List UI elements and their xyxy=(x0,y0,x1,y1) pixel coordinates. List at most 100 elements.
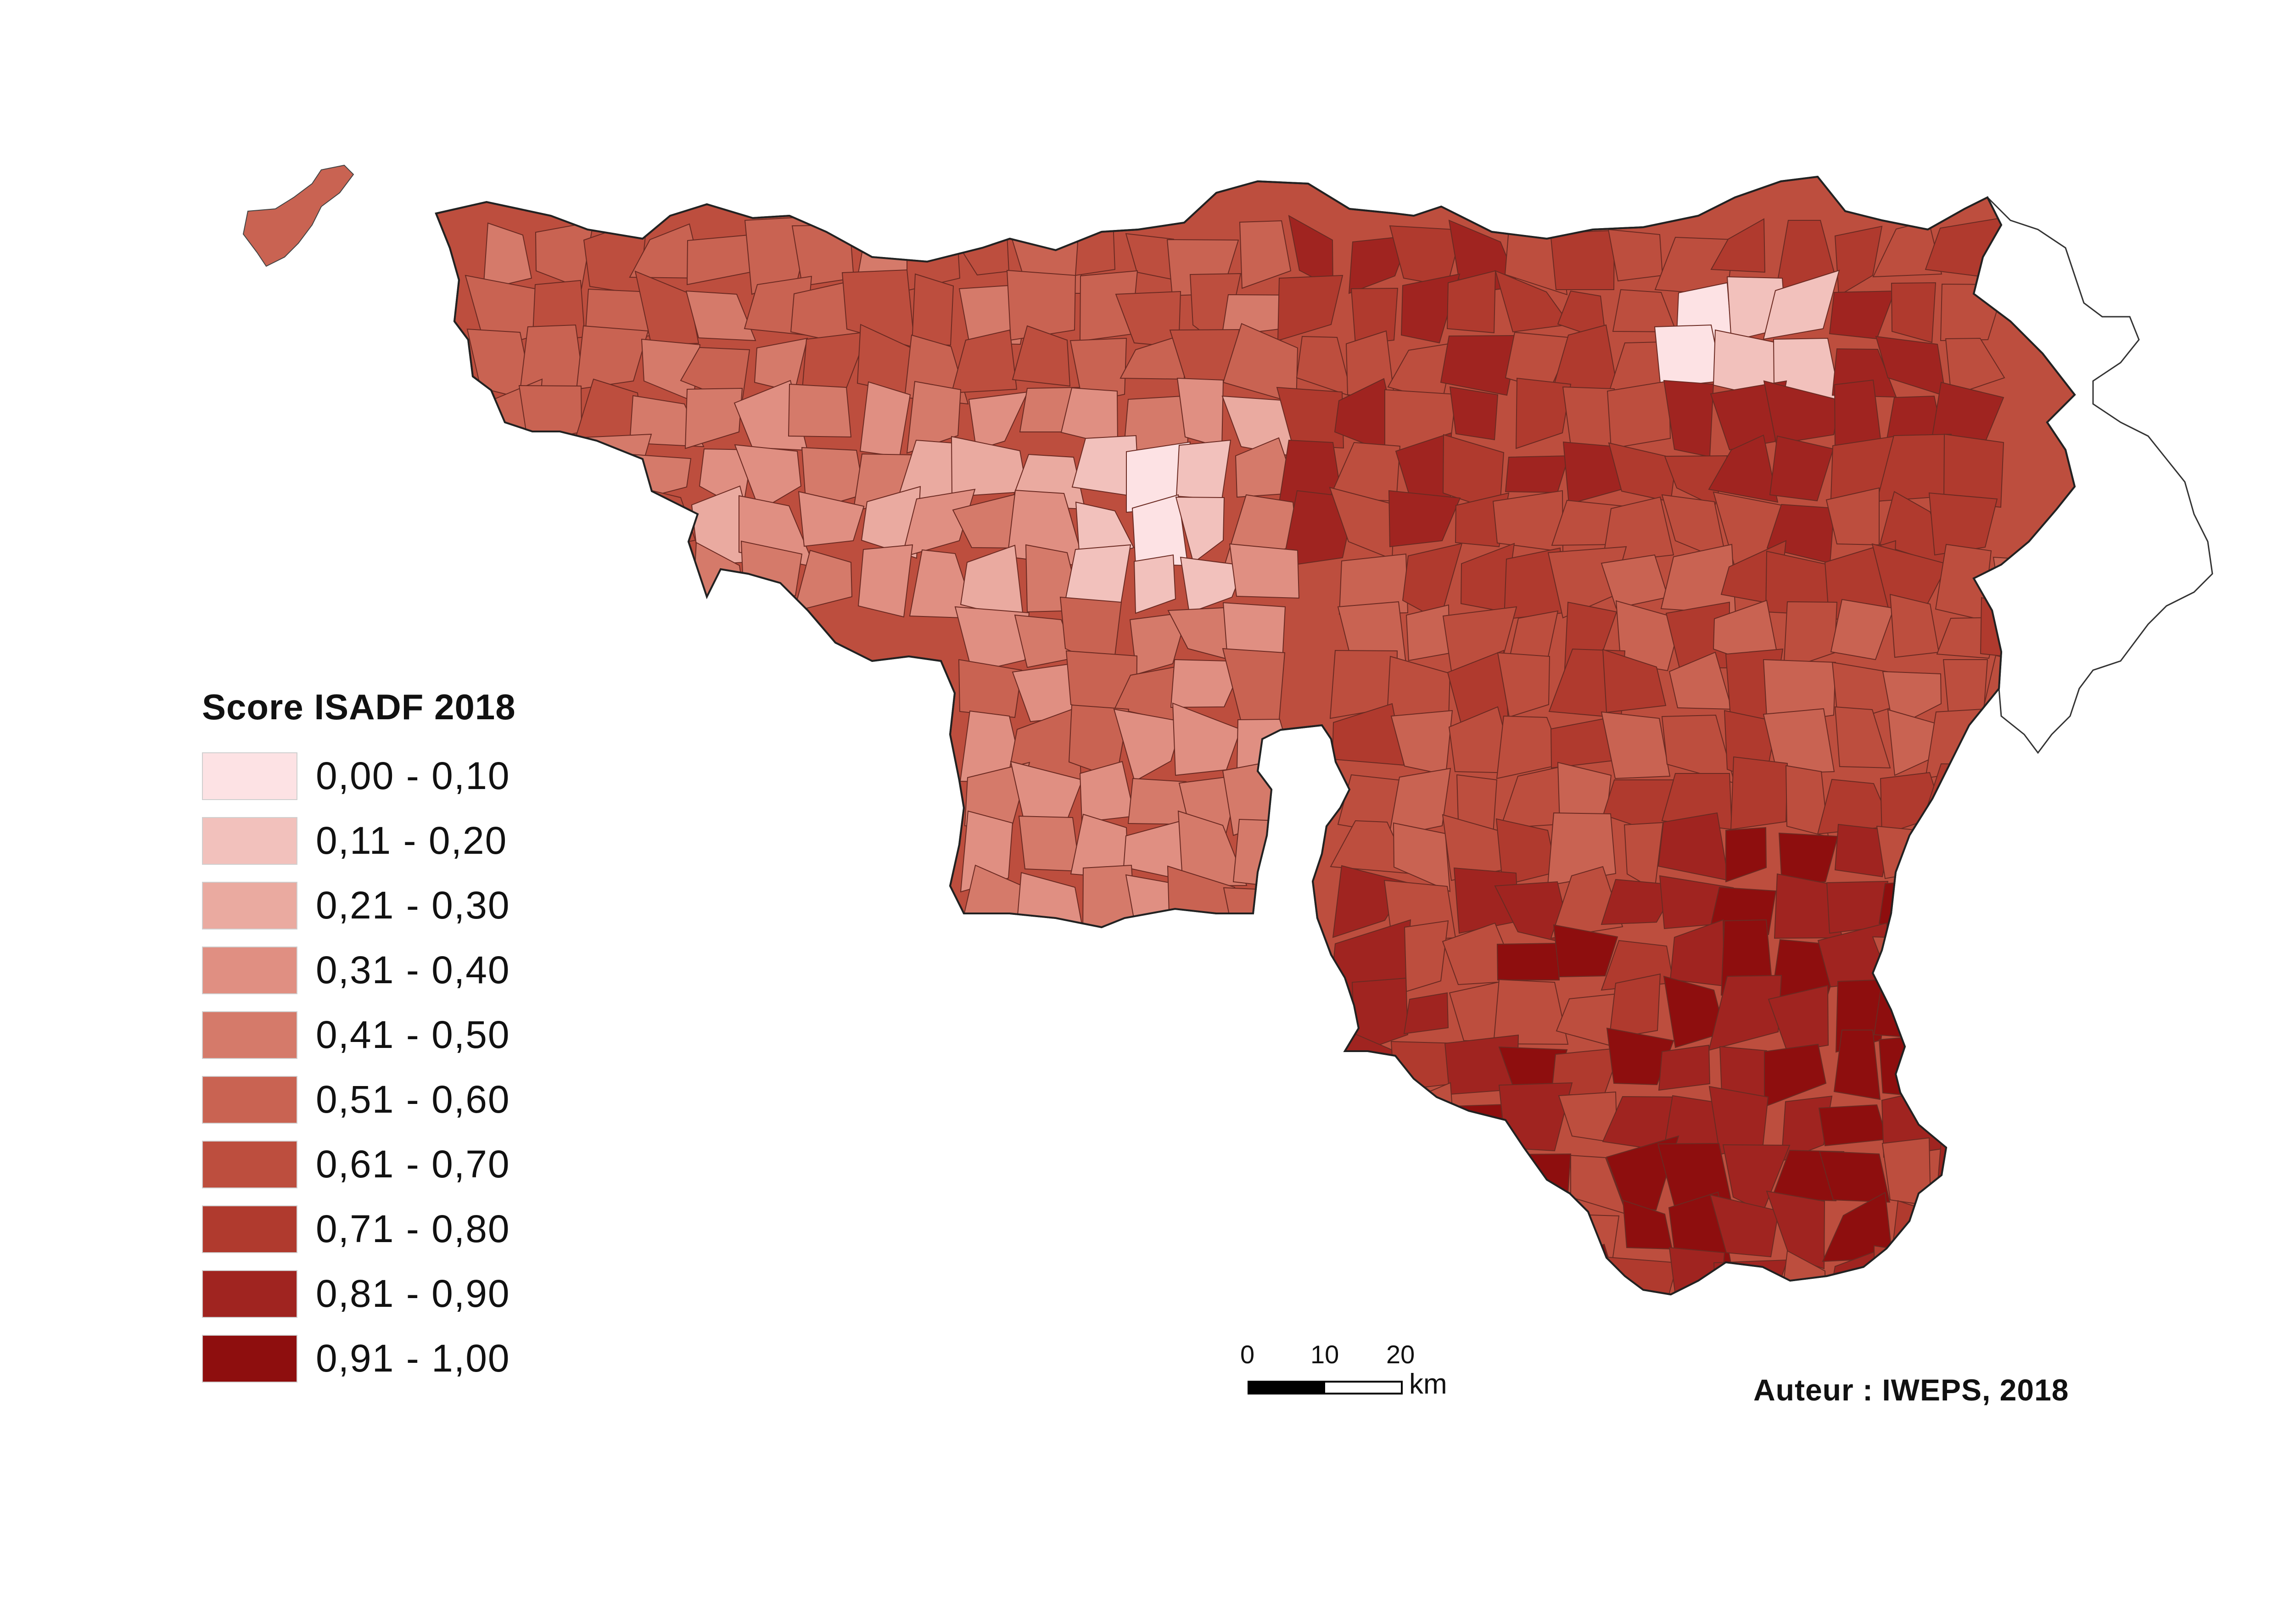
legend: Score ISADF 2018 0,00 - 0,10 0,11 - 0,20 0… xyxy=(202,686,615,1391)
municipality-polygon xyxy=(1928,1081,1986,1139)
municipality-polygon xyxy=(1601,879,1679,925)
municipality-polygon xyxy=(1388,767,1451,838)
municipality-polygon xyxy=(585,541,648,622)
municipality-polygon xyxy=(1946,1043,2004,1096)
municipality-polygon xyxy=(857,544,913,618)
municipality-polygon xyxy=(1833,1030,1881,1100)
municipality-polygon xyxy=(1607,229,1663,282)
municipality-polygon xyxy=(1175,496,1225,564)
municipality-polygon xyxy=(578,433,652,512)
legend-label: 0,91 - 1,00 xyxy=(316,1337,510,1380)
municipality-polygon xyxy=(793,549,853,612)
municipality-polygon xyxy=(1239,220,1292,289)
municipality-polygon xyxy=(1878,879,1939,946)
municipality-polygon xyxy=(1606,1027,1674,1086)
municipality-polygon xyxy=(594,488,636,560)
municipality-polygon xyxy=(958,659,1023,718)
legend-swatch xyxy=(202,1011,297,1059)
municipality-polygon xyxy=(1996,866,2054,932)
legend-row: 0,00 - 0,10 xyxy=(202,744,615,808)
municipality-polygon xyxy=(1455,1253,1502,1294)
municipality-polygon xyxy=(1396,1191,1452,1258)
municipality-polygon xyxy=(1175,439,1231,500)
municipality-polygon xyxy=(1937,867,1995,946)
legend-row: 0,51 - 0,60 xyxy=(202,1067,615,1132)
legend-swatch xyxy=(202,817,297,865)
municipality-polygon xyxy=(1834,823,1892,878)
municipality-polygon xyxy=(1709,1194,1780,1258)
municipality-polygon xyxy=(1668,1247,1725,1294)
municipality-polygon xyxy=(1878,1032,1953,1100)
municipality-polygon xyxy=(1075,221,1116,276)
municipality-polygon xyxy=(1341,1081,1399,1158)
municipality-polygon xyxy=(1403,992,1449,1035)
municipality-polygons xyxy=(462,215,2059,1294)
municipality-polygon xyxy=(1388,1082,1457,1161)
municipality-polygon xyxy=(1405,604,1450,661)
municipality-polygon xyxy=(1763,380,1841,445)
legend-swatch xyxy=(202,881,297,930)
municipality-polygon xyxy=(1170,659,1245,708)
municipality-polygon xyxy=(788,383,852,438)
municipality-polygon xyxy=(1350,287,1399,345)
municipality-polygon xyxy=(1180,556,1245,614)
municipality-polygon xyxy=(1927,1245,2005,1294)
legend-label: 0,61 - 0,70 xyxy=(316,1142,510,1186)
legend-row: 0,91 - 1,00 xyxy=(202,1326,615,1391)
municipality-polygon xyxy=(1229,543,1300,599)
municipality-polygon xyxy=(1601,1256,1679,1294)
legend-label: 0,21 - 0,30 xyxy=(316,884,510,927)
legend-label: 0,71 - 0,80 xyxy=(316,1207,510,1250)
municipality-polygon xyxy=(734,444,802,511)
municipality-polygon xyxy=(1769,435,1834,502)
municipality-polygon xyxy=(1948,1199,1993,1271)
municipality-polygon xyxy=(1547,812,1617,886)
municipality-polygon xyxy=(1348,235,1411,294)
legend-row: 0,71 - 0,80 xyxy=(202,1197,615,1261)
scale-bar-black-segment xyxy=(1249,1383,1325,1393)
municipality-polygon xyxy=(1830,599,1895,661)
municipality-polygon xyxy=(1388,490,1461,548)
municipality-polygon xyxy=(1766,1190,1825,1270)
municipality-polygon xyxy=(1006,269,1076,341)
municipality-polygon xyxy=(1505,455,1570,493)
scale-tick-0: 0 xyxy=(1240,1340,1255,1369)
legend-row: 0,61 - 0,70 xyxy=(202,1132,615,1197)
legend-swatch xyxy=(202,1334,297,1383)
municipality-polygon xyxy=(1177,810,1248,887)
municipality-polygon xyxy=(1932,919,2003,998)
legend-swatch xyxy=(202,1140,297,1188)
scale-tick-10: 10 xyxy=(1310,1340,1339,1369)
municipality-polygon xyxy=(1988,767,2052,821)
municipality-polygon xyxy=(1873,980,1946,1040)
municipality-polygon xyxy=(1926,816,2001,891)
municipality-polygon xyxy=(1550,230,1615,290)
municipality-polygon xyxy=(522,493,597,567)
scale-bar-unit: km xyxy=(1409,1368,1447,1400)
municipality-polygon xyxy=(1561,1213,1620,1261)
municipality-polygon xyxy=(1449,386,1499,441)
municipality-polygon xyxy=(1601,496,1674,564)
municipality-polygon xyxy=(968,391,1029,451)
municipality-polygon xyxy=(1437,1139,1505,1216)
legend-label: 0,00 - 0,10 xyxy=(316,754,510,797)
municipality-polygon xyxy=(1713,1259,1788,1294)
municipality-polygon xyxy=(1515,377,1572,449)
municipality-polygon xyxy=(1936,1135,2003,1198)
municipality-polygon xyxy=(1606,380,1671,449)
municipality-polygon xyxy=(1658,1044,1711,1091)
municipality-polygon xyxy=(1133,554,1176,614)
municipality-polygon xyxy=(1608,973,1661,1040)
municipality-polygon xyxy=(1834,706,1891,769)
legend-swatch xyxy=(202,946,297,994)
municipality-polygon xyxy=(1925,763,2004,837)
municipality-polygon xyxy=(1730,756,1788,830)
legend-label: 0,31 - 0,40 xyxy=(316,948,510,991)
municipality-polygon xyxy=(1825,487,1880,546)
municipality-polygon xyxy=(482,222,532,291)
municipality-polygon xyxy=(472,451,537,505)
municipality-polygon xyxy=(1012,325,1071,387)
municipality-polygon xyxy=(522,543,597,617)
municipality-polygon xyxy=(576,325,649,390)
